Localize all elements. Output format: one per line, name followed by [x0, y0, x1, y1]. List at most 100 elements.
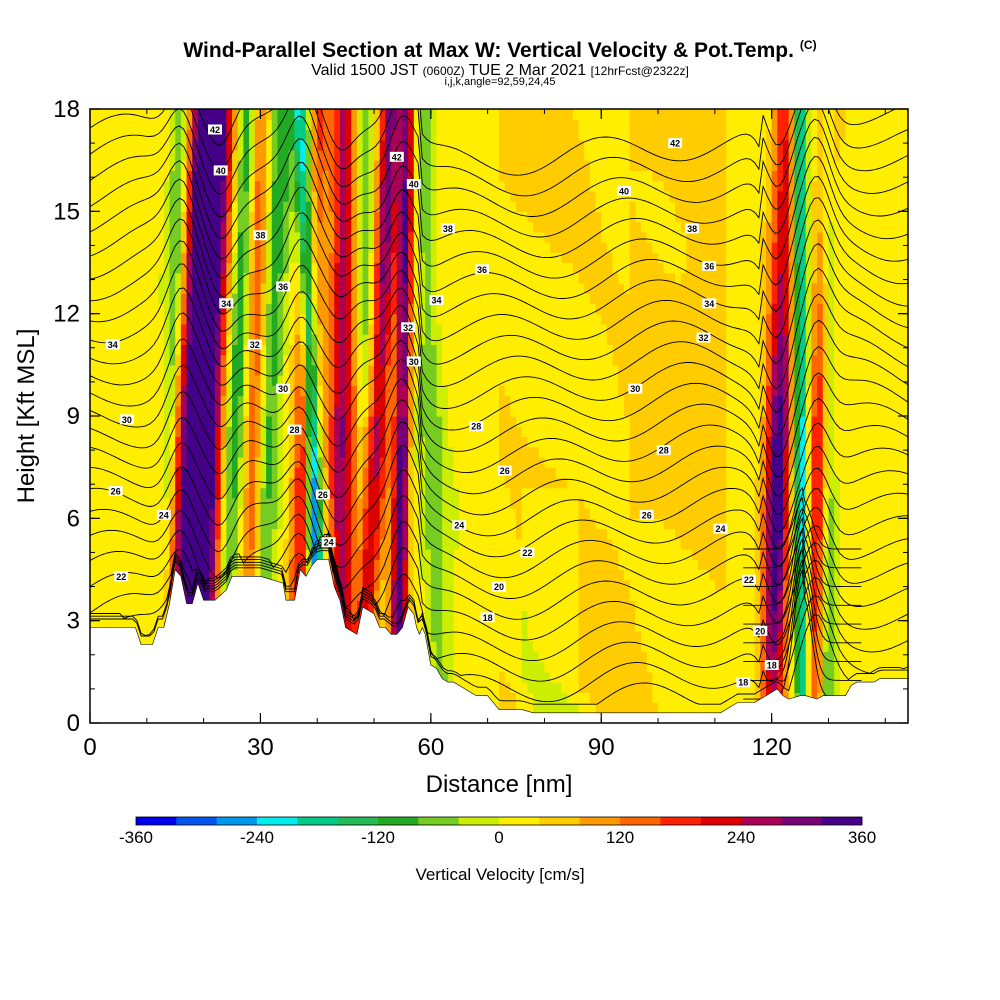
- field-cell: [237, 528, 244, 540]
- field-cell: [328, 282, 335, 294]
- field-cell: [493, 682, 500, 693]
- field-cell: [470, 211, 477, 223]
- field-cell: [396, 139, 404, 151]
- field-cell: [254, 487, 262, 499]
- field-cell: [175, 334, 182, 345]
- field-cell: [368, 559, 375, 571]
- field-cell: [447, 160, 455, 171]
- field-cell: [334, 385, 341, 397]
- field-cell: [368, 139, 375, 151]
- field-cell: [544, 436, 551, 448]
- field-cell: [447, 518, 455, 530]
- field-cell: [436, 538, 443, 550]
- field-cell: [141, 375, 148, 386]
- field-cell: [464, 426, 472, 438]
- field-cell: [521, 538, 528, 550]
- field-cell: [351, 589, 358, 601]
- field-cell: [499, 589, 506, 601]
- field-cell: [322, 549, 330, 560]
- field-cell: [368, 190, 375, 202]
- field-cell: [476, 538, 483, 550]
- field-cell: [339, 456, 347, 468]
- field-cell: [413, 416, 421, 427]
- field-cell: [249, 211, 256, 223]
- field-cell: [362, 221, 369, 233]
- field-cell: [481, 651, 489, 663]
- field-cell: [158, 201, 165, 212]
- field-cell: [447, 426, 455, 438]
- field-cell: [391, 313, 398, 325]
- field-cell: [436, 579, 443, 591]
- field-cell: [283, 262, 290, 274]
- field-cell: [129, 272, 137, 284]
- field-cell: [334, 364, 341, 376]
- field-cell: [493, 569, 500, 581]
- field-cell: [413, 589, 421, 601]
- field-cell: [266, 190, 273, 202]
- field-cell: [243, 170, 250, 182]
- field-cell: [90, 600, 97, 612]
- field-cell: [220, 559, 227, 571]
- field-cell: [209, 201, 216, 212]
- field-cell: [180, 190, 188, 202]
- field-cell: [345, 221, 352, 233]
- field-cell: [107, 416, 114, 427]
- field-cell: [521, 661, 528, 673]
- field-cell: [283, 518, 290, 530]
- field-cell: [260, 385, 267, 397]
- field-cell: [362, 538, 369, 550]
- field-cell: [95, 600, 102, 612]
- field-cell: [220, 436, 227, 448]
- field-cell: [214, 282, 222, 294]
- field-cell: [266, 436, 273, 448]
- field-cell: [237, 446, 244, 458]
- field-cell: [396, 129, 404, 141]
- field-cell: [464, 416, 472, 427]
- field-cell: [453, 549, 460, 560]
- field-cell: [436, 109, 443, 120]
- field-cell: [203, 375, 210, 386]
- field-cell: [504, 293, 511, 305]
- field-cell: [226, 456, 233, 468]
- field-cell: [345, 149, 352, 161]
- field-cell: [175, 149, 182, 161]
- field-cell: [447, 671, 455, 683]
- field-cell: [544, 405, 551, 417]
- field-cell: [186, 467, 193, 478]
- field-cell: [396, 446, 404, 458]
- field-cell: [107, 405, 114, 417]
- field-cell: [118, 252, 125, 264]
- field-cell: [249, 180, 256, 192]
- field-cell: [311, 426, 318, 438]
- field-cell: [487, 139, 494, 151]
- field-cell: [232, 180, 239, 192]
- field-cell: [362, 395, 369, 407]
- field-cell: [464, 630, 472, 642]
- field-cell: [555, 497, 563, 509]
- field-cell: [396, 549, 404, 560]
- field-cell: [163, 201, 171, 212]
- field-cell: [345, 242, 352, 253]
- field-cell: [504, 405, 511, 417]
- field-cell: [408, 456, 415, 468]
- field-cell: [470, 262, 477, 274]
- field-cell: [533, 416, 540, 427]
- field-cell: [294, 221, 301, 233]
- field-cell: [504, 579, 511, 591]
- field-cell: [317, 426, 324, 438]
- field-cell: [311, 242, 318, 253]
- field-cell: [379, 221, 386, 233]
- field-cell: [362, 579, 369, 591]
- field-cell: [345, 303, 352, 315]
- field-cell: [459, 477, 466, 489]
- field-cell: [317, 549, 324, 560]
- field-cell: [90, 313, 97, 325]
- field-cell: [374, 180, 381, 192]
- field-cell: [141, 323, 148, 335]
- field-cell: [544, 385, 551, 397]
- field-cell: [266, 149, 273, 161]
- field-cell: [118, 293, 125, 305]
- field-cell: [328, 119, 335, 131]
- field-cell: [385, 364, 392, 376]
- field-cell: [249, 272, 256, 284]
